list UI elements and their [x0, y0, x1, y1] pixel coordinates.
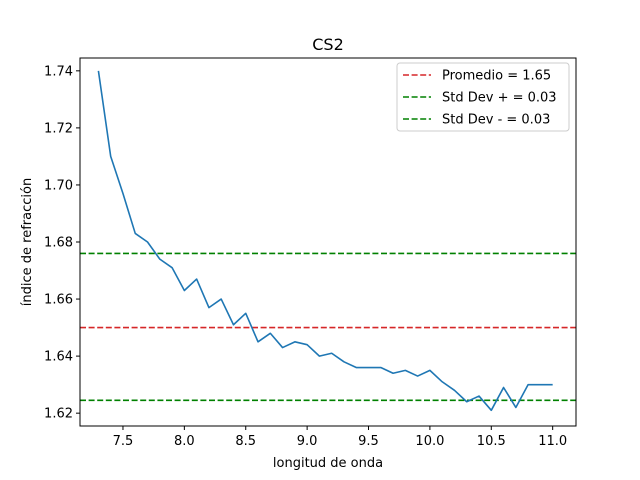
- x-tick-label: 9.0: [297, 434, 318, 449]
- y-tick-label: 1.70: [44, 178, 73, 193]
- y-tick-label: 1.66: [44, 293, 73, 308]
- reference-lines: [80, 252, 576, 402]
- series-line-0: [97, 70, 553, 412]
- x-axis: 7.5 8.0 8.5 9.0 9.5 10.0 10.5 11.0: [113, 426, 567, 449]
- x-tick-label: 8.5: [235, 434, 256, 449]
- legend-label: Promedio = 1.65: [442, 69, 551, 84]
- y-axis: 1.62 1.64 1.66 1.68 1.70 1.72 1.74: [44, 64, 80, 422]
- x-tick-label: 10.0: [415, 434, 444, 449]
- y-tick-label: 1.62: [44, 407, 73, 422]
- y-tick-label: 1.72: [44, 121, 73, 136]
- y-tick-label: 1.68: [44, 236, 73, 251]
- legend-box: [396, 62, 570, 132]
- x-axis-label: longitud de onda: [273, 456, 383, 471]
- data-series: [97, 70, 553, 412]
- legend-label: Std Dev - = 0.03: [442, 113, 550, 128]
- chart-title: CS2: [312, 35, 344, 54]
- y-tick-label: 1.64: [44, 350, 73, 365]
- x-tick-label: 8.0: [174, 434, 195, 449]
- legend: Promedio = 1.65 Std Dev + = 0.03 Std Dev -…: [396, 62, 570, 132]
- x-tick-label: 11.0: [538, 434, 567, 449]
- x-tick-label: 9.5: [358, 434, 379, 449]
- x-tick-label: 10.5: [477, 434, 506, 449]
- y-axis-label: índice de refracción: [20, 178, 35, 306]
- legend-label: Std Dev + = 0.03: [442, 91, 557, 106]
- y-tick-label: 1.74: [44, 64, 73, 79]
- x-tick-label: 7.5: [113, 434, 134, 449]
